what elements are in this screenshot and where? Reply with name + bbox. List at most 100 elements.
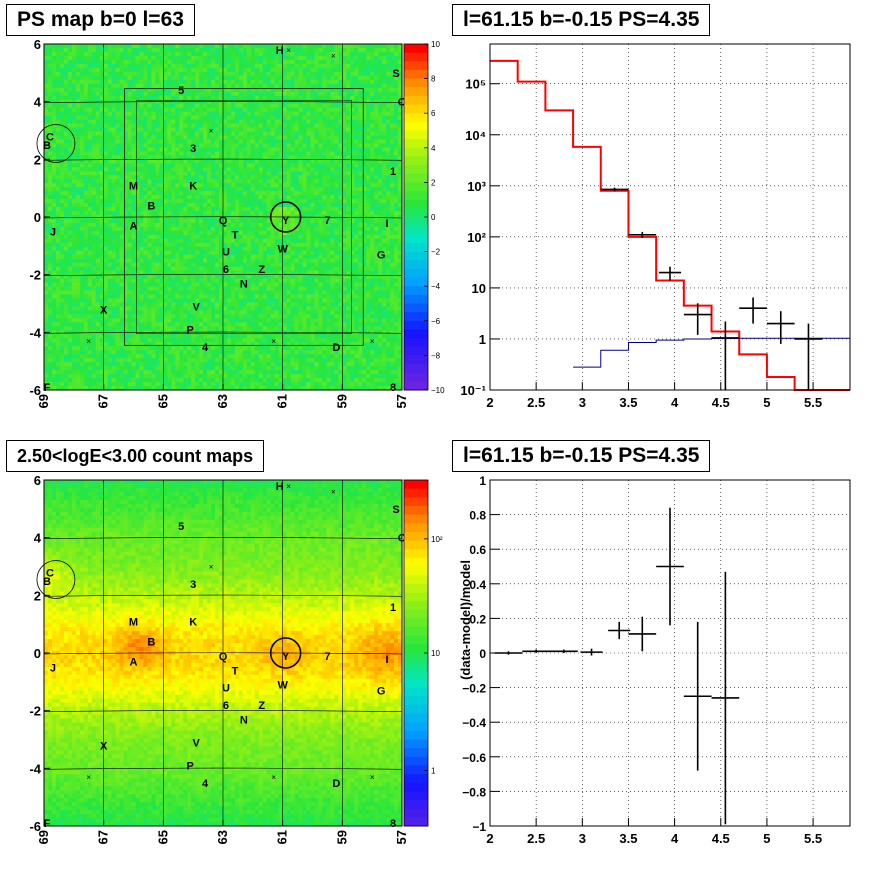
map-cell [183,127,188,132]
map-cell [127,127,132,132]
map-cell [370,222,375,228]
map-cell [219,107,224,113]
map-cell [294,203,299,208]
map-cell [366,238,371,244]
map-cell [322,191,327,196]
map-cell [187,230,192,236]
map-cell [63,111,69,116]
map-cell [382,75,387,81]
map-cell [326,83,331,89]
map-cell [99,51,105,57]
map-cell [47,83,53,89]
map-cell [199,83,204,89]
map-cell [358,151,363,156]
map-cell [107,143,113,148]
map-cell [278,91,284,97]
map-cell [314,123,319,128]
map-cell [111,135,116,140]
map-cell [111,226,116,232]
map-cell [230,63,236,69]
map-cell [183,207,188,212]
map-cell [254,195,260,200]
map-cell [91,55,97,61]
map-cell [55,226,61,232]
map-cell [63,79,69,85]
map-cell [223,163,228,168]
map-cell [155,47,160,53]
map-cell [282,115,288,120]
map-cell [111,79,116,85]
map-cell [139,87,144,93]
map-cell [286,103,292,109]
map-cell [346,44,351,49]
map-cell [290,175,295,180]
map-cell [195,99,200,105]
map-cell [219,242,224,248]
map-cell [290,95,295,101]
map-cell [338,127,343,132]
map-cell [147,195,152,200]
map-cell [63,115,69,120]
map-cell [250,103,256,109]
map-cell [318,151,323,156]
map-cell [250,207,256,212]
map-cell [354,195,359,200]
map-cell [127,195,132,200]
map-cell [234,87,240,93]
map-cell [127,87,132,93]
map-cell [350,187,355,192]
map-cell [95,87,101,93]
map-cell [151,135,156,140]
map-cell [107,155,113,160]
map-cell [87,119,93,124]
map-cell [354,59,359,65]
map-cell [87,175,93,180]
map-cell [366,47,371,53]
map-cell [334,51,339,57]
map-cell [242,222,248,228]
map-cell [342,51,347,57]
map-cell [59,139,65,144]
map-cell [310,159,315,164]
map-cell [211,139,216,144]
map-cell [334,111,339,116]
map-cell [238,95,244,101]
map-cell [191,163,196,168]
map-cell [358,183,363,188]
map-cell [151,107,156,113]
map-cell [155,107,160,113]
map-cell [111,242,116,248]
map-cell [55,123,61,128]
map-cell [362,242,367,248]
map-cell [358,143,363,148]
map-cell [183,246,188,252]
map-cell [302,151,307,156]
map-cell [111,131,116,136]
map-cell [390,195,395,200]
map-cell [294,238,299,244]
map-cell [103,199,109,204]
map-cell [211,87,216,93]
map-cell [234,103,240,109]
map-cell [71,87,77,93]
map-cell [398,139,402,144]
map-cell [163,215,168,220]
map-cell [159,222,164,228]
map-cell [398,44,402,49]
map-cell [394,159,399,164]
map-cell [175,107,180,113]
map-cell [191,143,196,148]
map-cell [330,119,335,124]
map-cell [326,179,331,184]
map-cell [314,159,319,164]
map-cell [163,167,168,172]
map-cell [143,127,148,132]
map-cell [171,203,176,208]
map-cell [163,171,168,176]
map-cell [350,258,355,264]
map-cell [55,83,61,89]
map-cell [346,163,351,168]
map-cell [87,222,93,228]
map-cell [310,171,315,176]
map-cell [59,44,65,49]
